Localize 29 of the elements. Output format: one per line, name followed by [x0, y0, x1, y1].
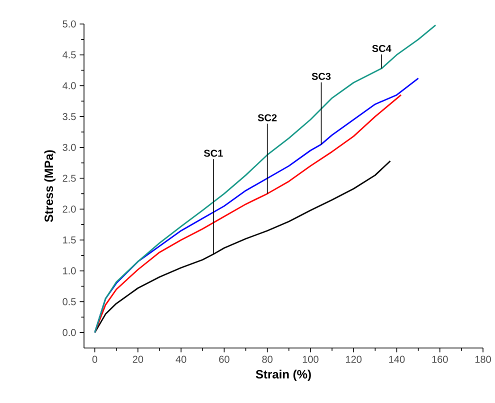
x-tick-label: 60	[219, 356, 230, 363]
y-tick-label: 3.5	[62, 113, 76, 120]
annotation: SC1	[204, 150, 223, 157]
y-tick-label: 4.0	[62, 82, 76, 90]
annotation: SC3	[312, 72, 331, 80]
x-tick-label: 100	[302, 356, 318, 363]
x-tick-label: 120	[346, 356, 362, 363]
line-series	[94, 160, 391, 334]
y-tick-label: 3.0	[62, 144, 76, 151]
y-axis-title: Stress (MPa)	[44, 150, 56, 222]
x-tick-label: 40	[176, 356, 186, 363]
x-tick-label: 80	[262, 356, 272, 363]
y-tick-label: 2.5	[62, 174, 76, 182]
y-tick-label: 4.5	[62, 51, 76, 58]
y-tick-label: 5.0	[62, 20, 76, 28]
y-tick-label: 0.5	[62, 298, 76, 306]
x-tick-label: 140	[389, 356, 405, 363]
y-tick-label: 0.0	[62, 329, 76, 336]
annotation: SC2	[258, 114, 277, 122]
y-tick-label: 1.0	[63, 267, 76, 274]
y-tick-label: 1.5	[63, 236, 76, 244]
x-axis-title: Strain (%)	[256, 370, 311, 381]
x-tick-label: 0	[92, 356, 98, 363]
y-tick-label: 2.0	[62, 206, 76, 213]
annotation: SC4	[372, 44, 392, 52]
line-series	[94, 24, 436, 334]
x-tick-label: 20	[132, 356, 144, 363]
x-tick-label: 160	[432, 356, 448, 363]
x-tick-label: 180	[475, 356, 491, 363]
